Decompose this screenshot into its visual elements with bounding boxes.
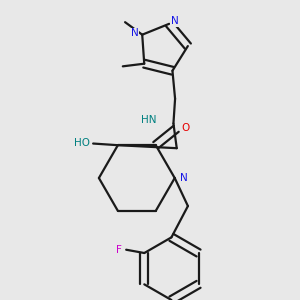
Text: N: N [180,173,188,183]
Text: O: O [182,123,190,133]
Text: N: N [171,16,178,26]
Text: HN: HN [142,115,157,125]
Text: HO: HO [74,138,91,148]
Text: F: F [116,245,122,255]
Text: N: N [130,28,138,38]
